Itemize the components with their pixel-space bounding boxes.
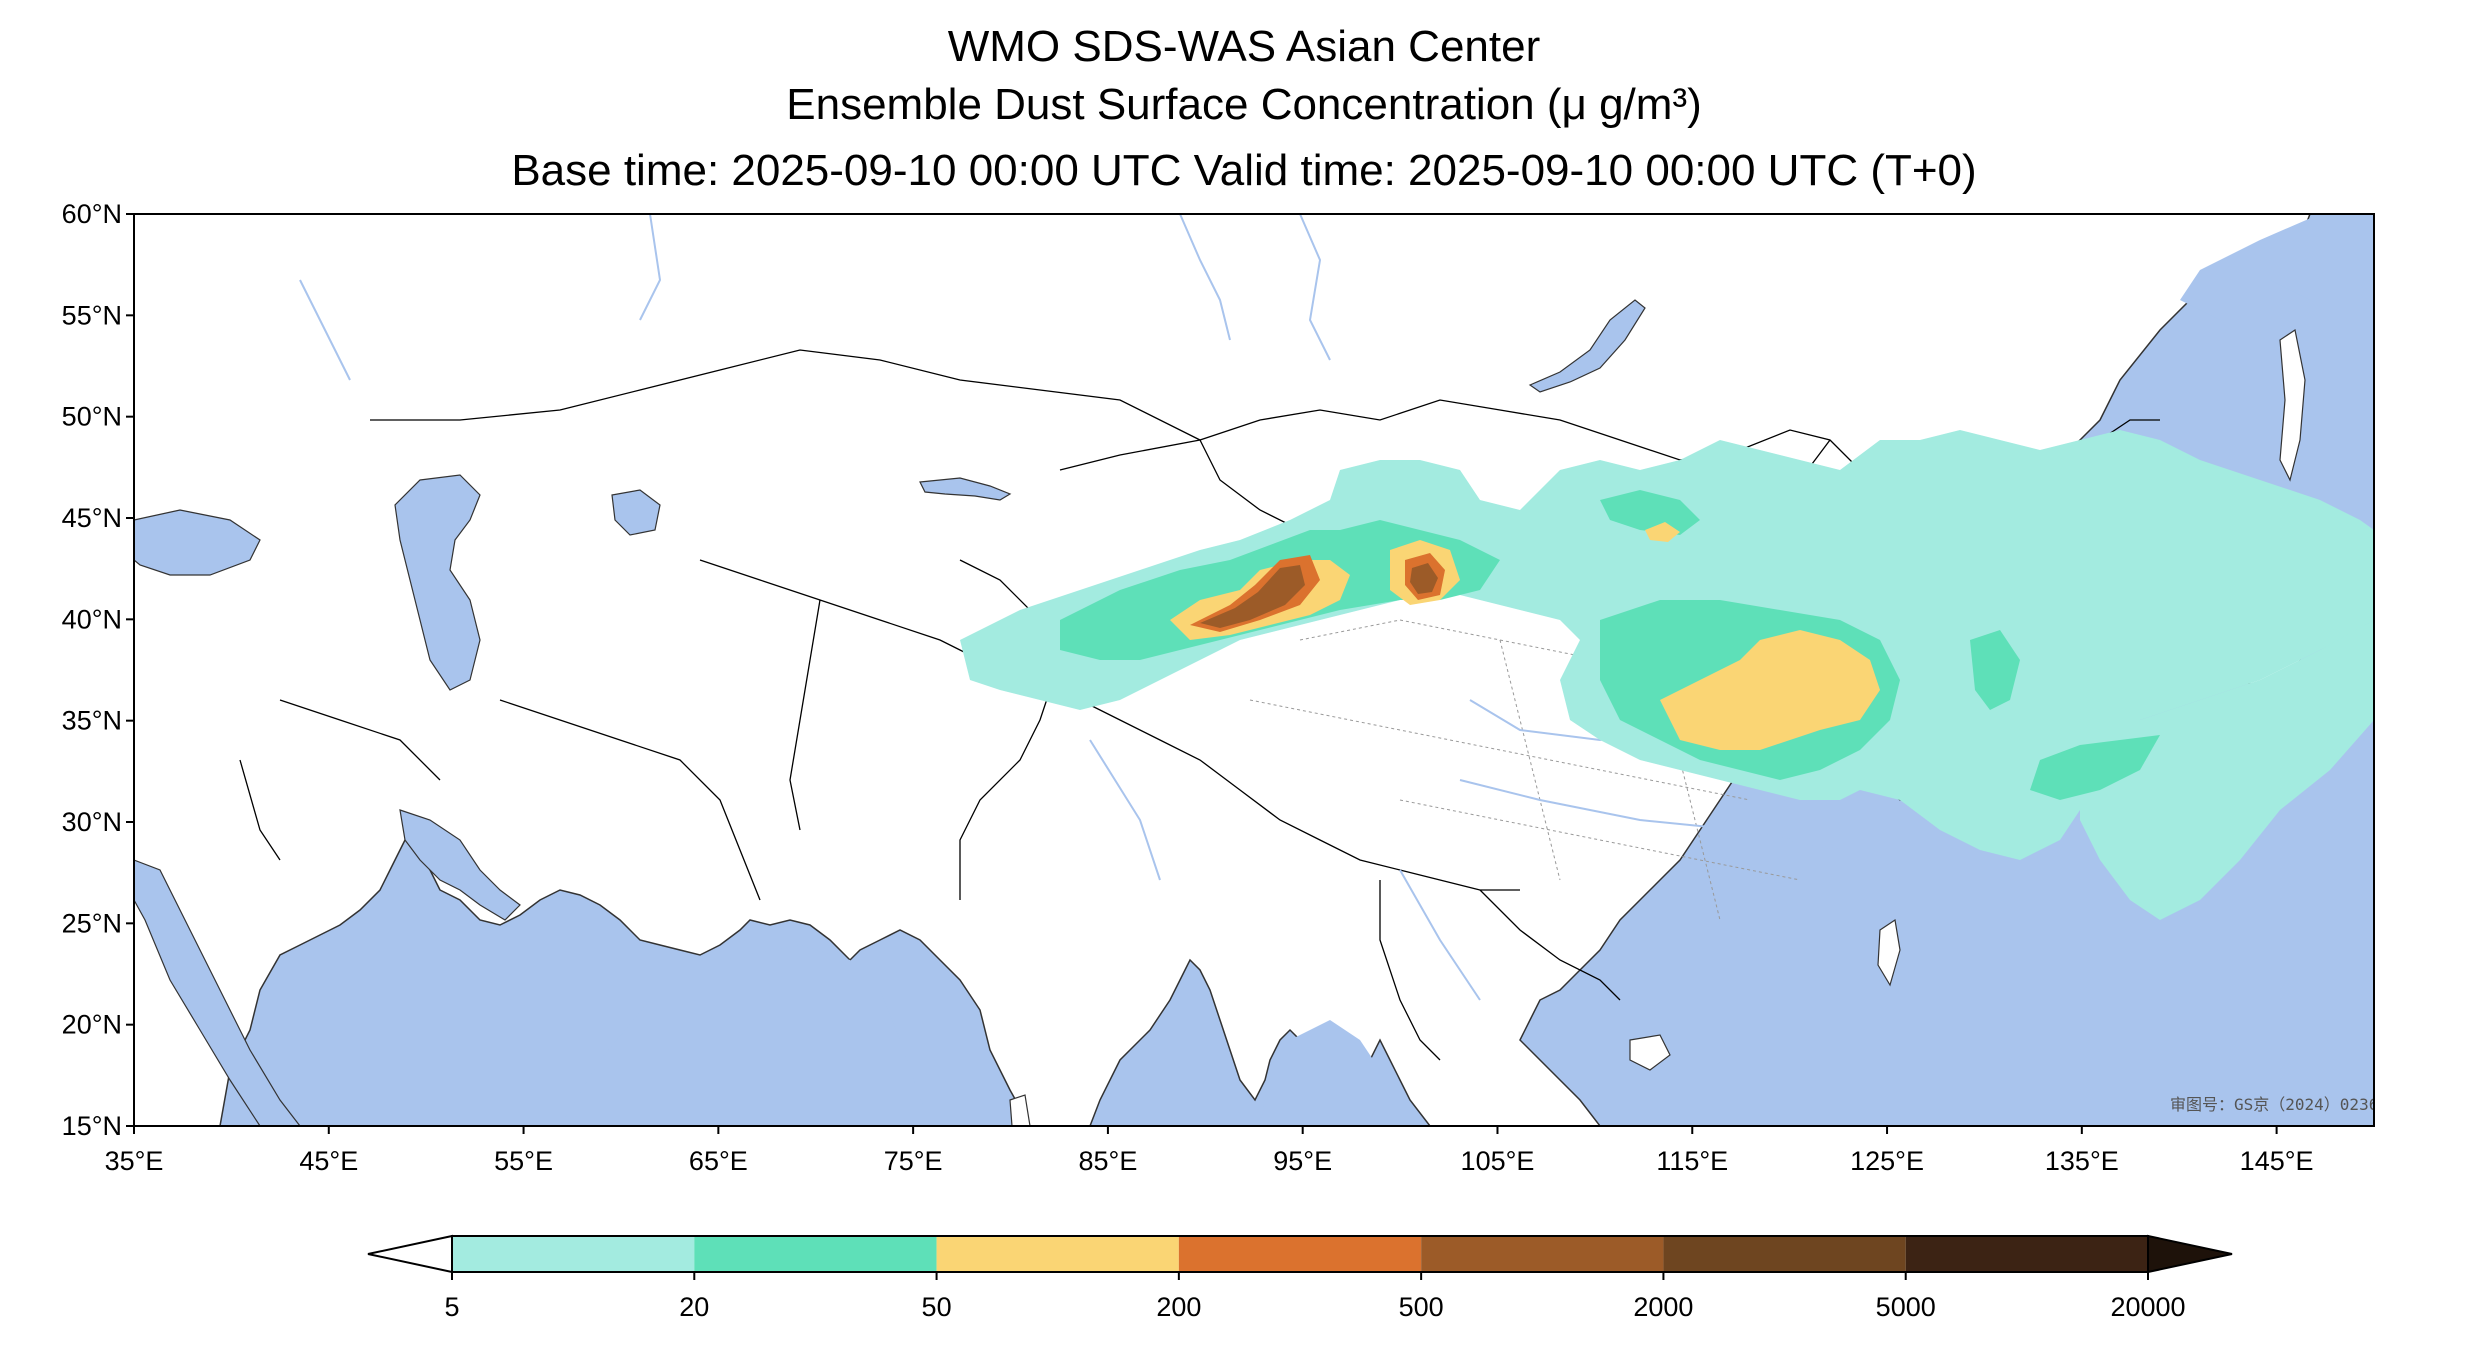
colorbar-segment [1663, 1236, 1906, 1272]
dust-level-50-200-small [1645, 522, 1680, 542]
latitude-axis: 60°N 55°N 50°N 45°N 40°N 35°N 30°N 25°N 20°N 15°N [62, 199, 134, 1141]
taiwan [1877, 918, 1901, 987]
lon-tick-label: 115°E [1656, 1146, 1728, 1176]
lon-tick-label: 105°E [1461, 1146, 1535, 1176]
lat-tick-label: 45°N [62, 503, 122, 533]
dust-level-500-2000 [1200, 565, 1305, 628]
dust-level-500-2000-b [1410, 563, 1438, 594]
map-title: WMO SDS-WAS Asian Center [947, 22, 1541, 71]
colorbar-label: 50 [922, 1292, 952, 1322]
dust-level-20-50-korea [1970, 630, 2020, 710]
kamchatka-sea [2180, 214, 2374, 360]
dust-contours [960, 430, 2374, 920]
lon-tick-label: 75°E [884, 1146, 943, 1176]
lon-tick-label: 145°E [2240, 1146, 2314, 1176]
colorbar-label: 500 [1399, 1292, 1444, 1322]
colorbar-label: 20000 [2110, 1292, 2185, 1322]
lat-tick-label: 60°N [62, 199, 122, 229]
dust-level-20-50-japan [2030, 735, 2160, 800]
map-area: 审图号：GS京（2024）0236号 [134, 214, 2394, 1126]
lat-tick-label: 15°N [62, 1111, 122, 1141]
lon-tick-label: 135°E [2045, 1146, 2119, 1176]
arabian-sea [560, 945, 930, 1126]
red-sea [134, 859, 301, 1126]
sri-lanka [1009, 1094, 1031, 1126]
aral-sea [611, 489, 661, 536]
dust-level-5-20-japan [2080, 620, 2374, 920]
lon-tick-label: 125°E [1850, 1146, 1924, 1176]
colorbar-segment [1905, 1236, 2148, 1272]
map-subtitle: Ensemble Dust Surface Concentration (μ g… [786, 80, 1702, 129]
lat-tick-label: 25°N [62, 908, 122, 938]
lon-tick-label: 55°E [494, 1146, 553, 1176]
lake-baikal [1528, 299, 1646, 393]
black-sea [134, 509, 261, 576]
lat-tick-label: 40°N [62, 604, 122, 634]
persian-gulf [399, 809, 521, 921]
colorbar-over-arrow [2147, 1234, 2233, 1274]
lon-tick-label: 85°E [1078, 1146, 1137, 1176]
lat-tick-label: 20°N [62, 1010, 122, 1040]
colorbar-segment [1178, 1236, 1422, 1272]
colorbar-label: 5 [444, 1292, 459, 1322]
lon-tick-label: 95°E [1273, 1146, 1332, 1176]
hainan [1629, 1034, 1671, 1071]
colorbar-segment [452, 1236, 695, 1272]
map-frame [133, 213, 2375, 1127]
caspian-sea [394, 474, 481, 691]
colorbar-segment [1421, 1236, 1664, 1272]
lat-tick-label: 50°N [62, 402, 122, 432]
colorbar: 5 20 50 200 500 2000 5000 20000 [367, 1234, 2233, 1322]
lon-tick-label: 65°E [689, 1146, 748, 1176]
sakhalin [2279, 329, 2306, 482]
map-time-info: Base time: 2025-09-10 00:00 UTC Valid ti… [511, 146, 1977, 195]
dust-level-50-200-east [1660, 630, 1880, 750]
colorbar-segment [694, 1236, 937, 1272]
colorbar-label: 200 [1156, 1292, 1201, 1322]
colorbar-under-arrow [367, 1234, 453, 1274]
lake-balkhash [919, 477, 1012, 501]
map-watermark: 审图号：GS京（2024）0236号 [2170, 1095, 2394, 1114]
dust-level-20-50-ne [1600, 490, 1700, 535]
lat-tick-label: 30°N [62, 807, 122, 837]
colorbar-label: 2000 [1633, 1292, 1693, 1322]
lat-tick-label: 35°N [62, 706, 122, 736]
lat-tick-label: 55°N [62, 300, 122, 330]
lon-tick-label: 35°E [105, 1146, 164, 1176]
lon-tick-label: 45°E [299, 1146, 358, 1176]
colorbar-label: 5000 [1876, 1292, 1936, 1322]
colorbar-outline [451, 1235, 2149, 1273]
colorbar-segment [936, 1236, 1179, 1272]
longitude-axis: 35°E 45°E 55°E 65°E 75°E 85°E 95°E 105°E 115°E 12… [105, 1126, 2314, 1176]
colorbar-label: 20 [679, 1292, 709, 1322]
bay-of-bengal [1260, 1020, 1400, 1126]
